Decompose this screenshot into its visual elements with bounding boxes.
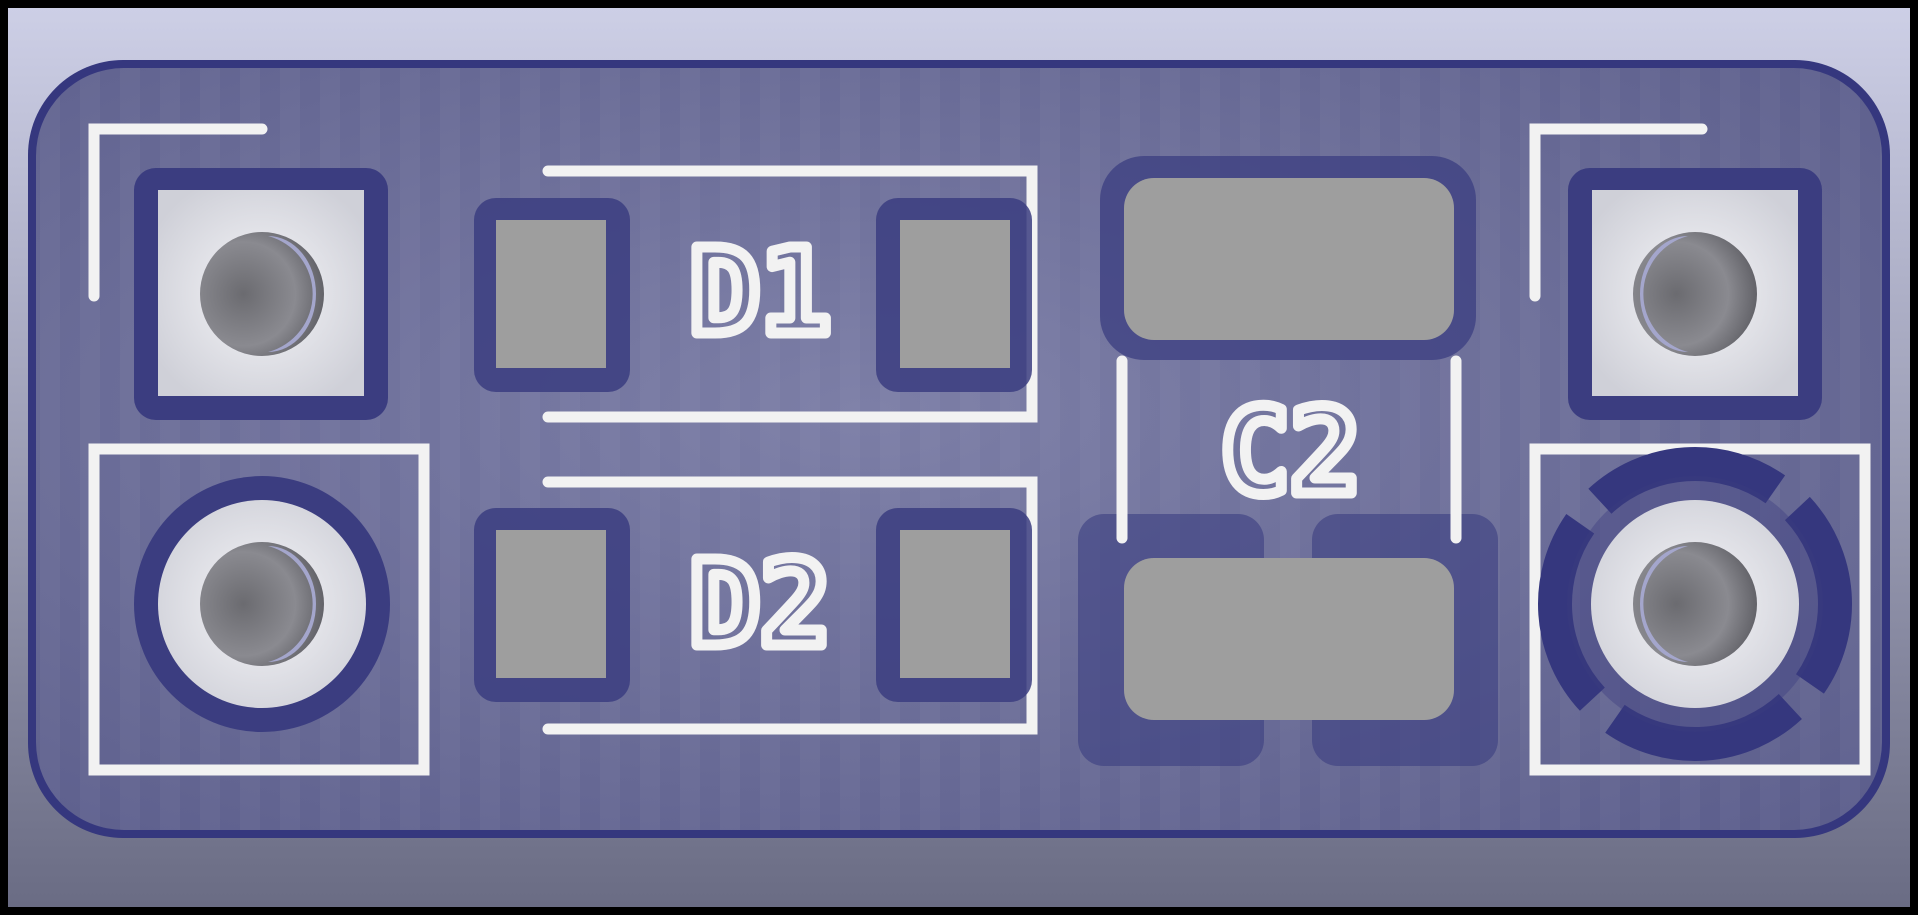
component-c2[interactable]: C2 xyxy=(1078,156,1498,766)
pad-c2-1 xyxy=(1124,178,1454,340)
silk-box-left xyxy=(88,443,430,776)
refdes-d2: D2 xyxy=(689,535,831,673)
pad-d1-1 xyxy=(496,220,606,368)
connector-left-top-pad[interactable] xyxy=(88,123,388,420)
component-d1[interactable]: D1 xyxy=(474,165,1038,423)
connector-left-bottom-pad[interactable] xyxy=(88,443,430,776)
drill-hole xyxy=(1633,232,1757,356)
connector-right-top-pad[interactable] xyxy=(1529,123,1822,420)
pad-c2-2 xyxy=(1124,558,1454,720)
pad-d2-1 xyxy=(496,530,606,678)
silk-corner-left xyxy=(88,123,268,302)
drill-hole xyxy=(1633,542,1757,666)
refdes-c2: C2 xyxy=(1219,383,1361,521)
pad-d2-2 xyxy=(900,530,1010,678)
component-d2[interactable]: D2 xyxy=(474,476,1038,735)
drill-hole xyxy=(200,232,324,356)
silk-corner-right xyxy=(1529,123,1708,302)
connector-right-bottom-pad[interactable] xyxy=(1497,406,1893,802)
pad-d1-2 xyxy=(900,220,1010,368)
refdes-d1: D1 xyxy=(689,223,831,361)
drill-hole xyxy=(200,542,324,666)
